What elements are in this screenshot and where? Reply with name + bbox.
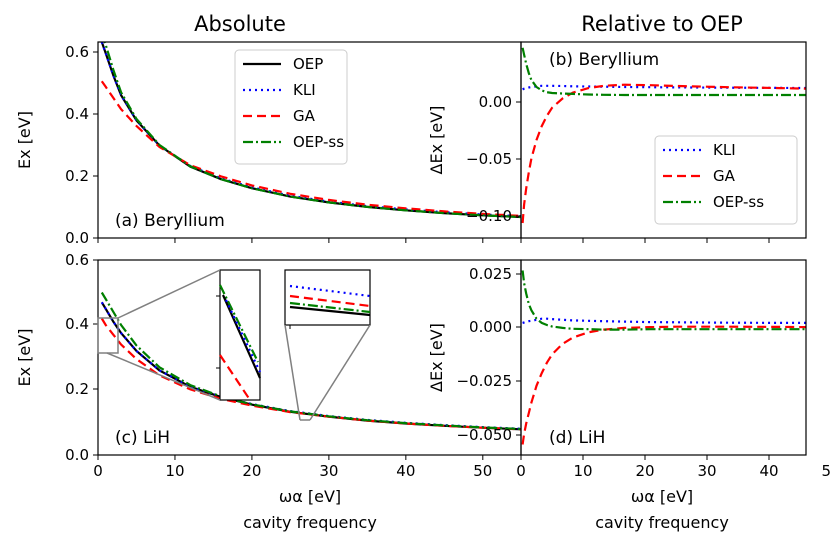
x-tick-label: 10 bbox=[165, 462, 184, 480]
series-line-oep-ss bbox=[521, 270, 806, 331]
inset-frame bbox=[284, 269, 371, 326]
x-tick-label: 10 bbox=[573, 462, 592, 480]
title-relative: Relative to OEP bbox=[581, 12, 743, 36]
panel-d: 0 10 20 30 40 50 0.025 0.000 −0.025 −0.050 ΔEx [eV… bbox=[427, 259, 830, 480]
x-tick-label: 30 bbox=[319, 462, 338, 480]
x-tick-label: 30 bbox=[697, 462, 716, 480]
x-tick-label: 40 bbox=[759, 462, 778, 480]
x-tick-label: 40 bbox=[396, 462, 415, 480]
x-tick-label: 20 bbox=[242, 462, 261, 480]
y-tick-label: 0.6 bbox=[65, 43, 89, 61]
series-line-ga bbox=[100, 80, 521, 217]
legend: OEP KLI GA OEP-ss bbox=[234, 49, 348, 165]
series-line-ga bbox=[521, 83, 806, 224]
panel-annotation: (b) Beryllium bbox=[549, 50, 659, 70]
y-axis-label: Ex [eV] bbox=[15, 111, 34, 169]
series-line-kli bbox=[522, 317, 806, 324]
y-tick-label: −0.025 bbox=[456, 372, 512, 390]
y-tick-label: 0.6 bbox=[65, 251, 89, 269]
x-tick-label: 20 bbox=[635, 462, 654, 480]
series-line-ga bbox=[521, 325, 806, 445]
title-absolute: Absolute bbox=[194, 12, 286, 36]
legend-label-ga: GA bbox=[713, 167, 736, 185]
y-axis-label: ΔEx [eV] bbox=[427, 323, 446, 392]
panel-annotation: (c) LiH bbox=[115, 428, 170, 448]
y-tick-label: 0.000 bbox=[469, 318, 512, 336]
panel-annotation: (d) LiH bbox=[549, 428, 605, 448]
zoom-connector bbox=[106, 352, 221, 401]
x-axis-sublabel-right: cavity frequency bbox=[595, 513, 729, 532]
legend: KLI GA OEP-ss bbox=[654, 135, 798, 225]
series-line-oep-ss bbox=[103, 42, 521, 219]
x-axis-sublabel-left: cavity frequency bbox=[243, 513, 377, 532]
zoom-connector bbox=[309, 324, 371, 421]
x-axis-label-left: ωα [eV] bbox=[279, 487, 341, 506]
plot-layer: 0.0 0.2 0.4 0.6 Ex [eV] (a) Beryllium OEP KLI GA… bbox=[15, 41, 830, 532]
y-tick-label: 0.025 bbox=[469, 265, 512, 283]
zoom-connector bbox=[284, 324, 301, 421]
panel-annotation: (a) Beryllium bbox=[115, 211, 225, 231]
axes-frame bbox=[520, 259, 807, 456]
legend-label-oep-ss: OEP-ss bbox=[293, 133, 344, 151]
y-tick-label: 0.4 bbox=[65, 105, 89, 123]
y-tick-label: 0.0 bbox=[65, 446, 89, 464]
series-line-oep-ss bbox=[100, 291, 521, 431]
axes-frame bbox=[520, 41, 807, 239]
legend-label-kli: KLI bbox=[293, 81, 316, 99]
x-tick-label: 50 bbox=[473, 462, 492, 480]
legend-label-oep: OEP bbox=[293, 55, 323, 73]
y-tick-label: 0.2 bbox=[65, 167, 89, 185]
y-tick-label: −0.05 bbox=[466, 150, 512, 168]
x-axis-label-right: ωα [eV] bbox=[631, 487, 693, 506]
y-tick-label: 0.0 bbox=[65, 229, 89, 247]
x-tick-label: 50 bbox=[821, 462, 830, 480]
inset-line-kli bbox=[225, 299, 261, 373]
zoom-connector bbox=[117, 269, 221, 319]
inset-line-oep-ss bbox=[219, 284, 259, 363]
y-tick-label: −0.050 bbox=[456, 426, 512, 444]
x-tick-label: 0 bbox=[93, 462, 103, 480]
panel-c: 0 10 20 30 40 50 0.0 0.2 0.4 0.6 Ex [eV] (c) LiH bbox=[15, 251, 522, 480]
series-line-kli bbox=[522, 84, 806, 91]
legend-label-kli: KLI bbox=[713, 141, 736, 159]
legend-label-oep-ss: OEP-ss bbox=[713, 193, 764, 211]
x-tick-label: 0 bbox=[516, 462, 526, 480]
inset-line-oep bbox=[289, 305, 371, 317]
inset-line-oep-ss bbox=[289, 301, 371, 314]
panel-b: 0.00 −0.05 −0.10 ΔEx [eV] (b) Beryllium KLI GA… bbox=[427, 41, 807, 243]
y-tick-label: 0.2 bbox=[65, 380, 89, 398]
y-tick-label: 0.4 bbox=[65, 315, 89, 333]
legend-label-ga: GA bbox=[293, 107, 316, 125]
inset-line-kli bbox=[289, 284, 371, 298]
series-line-oep-ss bbox=[521, 47, 806, 97]
y-axis-label: Ex [eV] bbox=[15, 329, 34, 387]
legend-box bbox=[234, 49, 348, 165]
zoom-insets bbox=[97, 269, 371, 421]
y-tick-label: 0.00 bbox=[479, 93, 512, 111]
y-tick-label: −0.10 bbox=[466, 207, 512, 225]
y-axis-label: ΔEx [eV] bbox=[427, 106, 446, 175]
inset-line-oep bbox=[221, 294, 262, 379]
inset-line-ga bbox=[219, 354, 251, 401]
panel-a: 0.0 0.2 0.4 0.6 Ex [eV] (a) Beryllium OEP KLI GA… bbox=[15, 41, 522, 247]
